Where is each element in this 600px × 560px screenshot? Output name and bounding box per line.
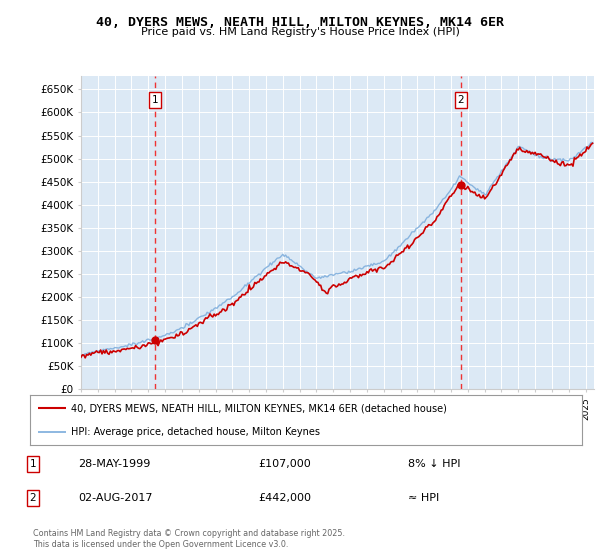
Text: ≈ HPI: ≈ HPI	[408, 493, 439, 503]
Text: 8% ↓ HPI: 8% ↓ HPI	[408, 459, 461, 469]
Text: 1: 1	[152, 95, 158, 105]
Text: £442,000: £442,000	[258, 493, 311, 503]
Text: 40, DYERS MEWS, NEATH HILL, MILTON KEYNES, MK14 6ER: 40, DYERS MEWS, NEATH HILL, MILTON KEYNE…	[96, 16, 504, 29]
Text: 2: 2	[29, 493, 37, 503]
Text: 02-AUG-2017: 02-AUG-2017	[78, 493, 152, 503]
Text: 28-MAY-1999: 28-MAY-1999	[78, 459, 151, 469]
Text: HPI: Average price, detached house, Milton Keynes: HPI: Average price, detached house, Milt…	[71, 427, 320, 437]
Text: 1: 1	[29, 459, 37, 469]
Text: Contains HM Land Registry data © Crown copyright and database right 2025.
This d: Contains HM Land Registry data © Crown c…	[33, 529, 345, 549]
Text: 40, DYERS MEWS, NEATH HILL, MILTON KEYNES, MK14 6ER (detached house): 40, DYERS MEWS, NEATH HILL, MILTON KEYNE…	[71, 403, 447, 413]
Text: 2: 2	[457, 95, 464, 105]
Text: £107,000: £107,000	[258, 459, 311, 469]
Text: Price paid vs. HM Land Registry's House Price Index (HPI): Price paid vs. HM Land Registry's House …	[140, 27, 460, 37]
